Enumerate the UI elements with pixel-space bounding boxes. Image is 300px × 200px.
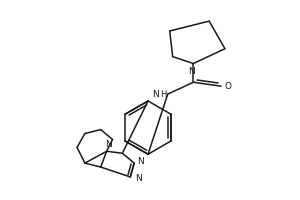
Text: N: N xyxy=(105,140,112,149)
Text: H: H xyxy=(160,90,166,99)
Text: N: N xyxy=(152,90,159,99)
Text: N: N xyxy=(188,67,195,76)
Text: N: N xyxy=(137,157,143,166)
Text: N: N xyxy=(135,174,142,183)
Text: O: O xyxy=(224,82,231,91)
